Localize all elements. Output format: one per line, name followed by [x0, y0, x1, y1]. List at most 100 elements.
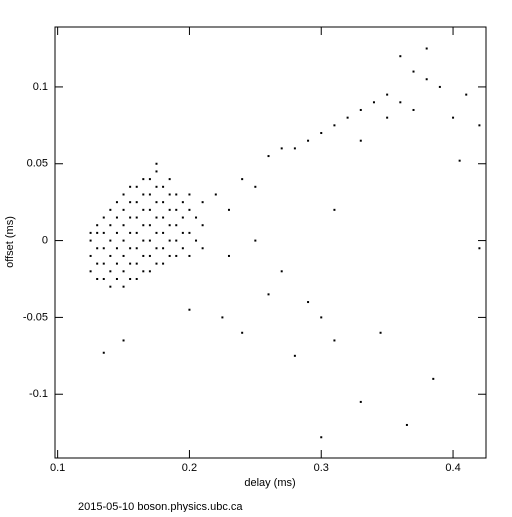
point	[175, 254, 178, 257]
point	[162, 185, 165, 188]
point	[129, 185, 132, 188]
point	[109, 239, 112, 242]
point	[102, 247, 105, 250]
point	[293, 354, 296, 357]
point	[175, 193, 178, 196]
point	[175, 239, 178, 242]
y-axis-label: offset (ms)	[4, 216, 16, 268]
point	[168, 178, 171, 181]
x-tick-label: 0.1	[50, 462, 65, 474]
point	[162, 262, 165, 265]
point	[280, 147, 283, 150]
x-tick-label: 0.3	[314, 462, 329, 474]
point	[102, 351, 105, 354]
point	[188, 308, 191, 311]
point	[148, 224, 151, 227]
point	[129, 231, 132, 234]
point	[221, 316, 224, 319]
point	[102, 216, 105, 219]
point	[155, 185, 158, 188]
point	[432, 377, 435, 380]
y-tick-label: 0.1	[33, 81, 48, 93]
point	[241, 178, 244, 181]
point	[399, 101, 402, 104]
point	[478, 247, 481, 250]
point	[181, 201, 184, 204]
point	[293, 147, 296, 150]
point	[201, 247, 204, 250]
point	[359, 139, 362, 142]
point	[399, 55, 402, 58]
point	[142, 254, 145, 257]
point	[425, 47, 428, 50]
point	[148, 208, 151, 211]
point	[129, 216, 132, 219]
point	[320, 132, 323, 135]
point	[142, 178, 145, 181]
point	[188, 193, 191, 196]
point	[412, 108, 415, 111]
point	[155, 247, 158, 250]
point	[346, 116, 349, 119]
point	[135, 277, 138, 280]
point	[122, 285, 125, 288]
y-tick-label: 0	[42, 234, 48, 246]
point	[96, 277, 99, 280]
point	[162, 201, 165, 204]
point	[188, 254, 191, 257]
point	[307, 139, 310, 142]
point	[155, 201, 158, 204]
point	[333, 339, 336, 342]
point	[195, 216, 198, 219]
point	[109, 254, 112, 257]
point	[129, 262, 132, 265]
point	[115, 231, 118, 234]
point	[452, 116, 455, 119]
point	[320, 316, 323, 319]
point	[405, 423, 408, 426]
point	[135, 201, 138, 204]
point	[115, 216, 118, 219]
point	[175, 208, 178, 211]
point	[142, 224, 145, 227]
point	[115, 201, 118, 204]
y-tick-label: -0.1	[29, 388, 48, 400]
point	[168, 239, 171, 242]
point	[148, 193, 151, 196]
point	[122, 208, 125, 211]
point	[254, 185, 257, 188]
x-tick-label: 0.2	[182, 462, 197, 474]
point	[115, 262, 118, 265]
point	[307, 301, 310, 304]
point	[155, 231, 158, 234]
point	[155, 262, 158, 265]
point	[425, 78, 428, 81]
point	[129, 201, 132, 204]
point	[201, 201, 204, 204]
point	[168, 208, 171, 211]
point	[267, 293, 270, 296]
point	[372, 101, 375, 104]
point	[129, 247, 132, 250]
point	[89, 254, 92, 257]
point	[109, 208, 112, 211]
x-axis-label: delay (ms)	[244, 477, 295, 489]
plot-frame	[54, 26, 487, 459]
y-tick-label: -0.05	[23, 311, 48, 323]
point	[142, 239, 145, 242]
point	[188, 208, 191, 211]
point	[280, 270, 283, 273]
point	[135, 247, 138, 250]
y-tick-label: 0.05	[27, 158, 48, 170]
point	[386, 116, 389, 119]
point	[115, 247, 118, 250]
point	[379, 331, 382, 334]
point	[181, 216, 184, 219]
point	[458, 159, 461, 162]
point	[122, 224, 125, 227]
point	[333, 124, 336, 127]
point	[96, 262, 99, 265]
point	[168, 193, 171, 196]
point	[102, 262, 105, 265]
point	[109, 285, 112, 288]
